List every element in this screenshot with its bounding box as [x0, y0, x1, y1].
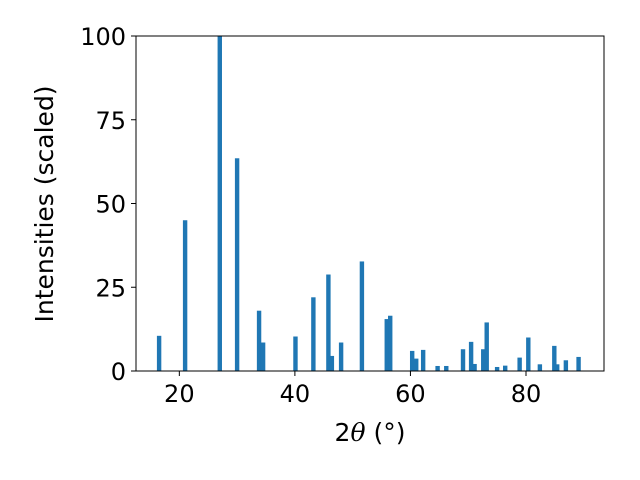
bar-12 — [384, 319, 389, 371]
bar-15 — [414, 358, 419, 371]
x-axis-ticks: 20 40 60 80 — [164, 371, 541, 408]
bar-9 — [329, 355, 335, 371]
x-axis-label-symbol: θ — [350, 418, 365, 447]
y-axis-ticks: 0 25 50 75 100 — [80, 23, 136, 386]
x-tick-label-3: 80 — [511, 380, 542, 408]
bar-26 — [517, 357, 522, 371]
bar-11 — [359, 261, 365, 371]
bar-5 — [260, 342, 266, 371]
x-axis-label-prefix: 2 — [335, 418, 351, 447]
bar-13 — [388, 315, 393, 371]
bar-31 — [563, 360, 569, 371]
bar-24 — [494, 366, 500, 371]
x-axis-label: 2θ (°) — [335, 418, 406, 447]
bar-8 — [326, 274, 331, 371]
bar-3 — [234, 158, 240, 371]
bar-30 — [555, 364, 560, 371]
bar-4 — [256, 310, 262, 371]
bar-6 — [293, 336, 298, 371]
bar-23 — [484, 322, 489, 371]
bar-25 — [503, 365, 508, 371]
bar-19 — [460, 349, 466, 371]
bar-2 — [217, 36, 222, 371]
bar-29 — [552, 345, 557, 372]
bar-17 — [435, 365, 440, 371]
x-tick-label-2: 60 — [395, 380, 426, 408]
y-axis-label: Intensities (scaled) — [30, 85, 59, 322]
bar-27 — [526, 337, 531, 371]
y-tick-label-3: 75 — [95, 107, 126, 135]
bar-28 — [537, 364, 543, 371]
bar-22 — [481, 349, 486, 371]
bar-10 — [338, 342, 344, 371]
x-tick-label-1: 40 — [280, 380, 311, 408]
bar-18 — [444, 365, 449, 371]
x-tick-label-0: 20 — [164, 380, 195, 408]
bar-20 — [468, 341, 474, 371]
bars-group — [156, 36, 581, 372]
bar-7 — [311, 297, 316, 371]
bar-32 — [576, 356, 581, 371]
bar-21 — [472, 363, 477, 371]
y-tick-label-4: 100 — [80, 23, 126, 51]
bar-16 — [420, 349, 426, 371]
y-tick-label-1: 25 — [95, 274, 126, 302]
bar-14 — [409, 350, 415, 371]
y-tick-label-2: 50 — [95, 191, 126, 219]
bar-0 — [156, 335, 162, 371]
x-axis-label-suffix: (°) — [366, 418, 406, 447]
bar-1 — [182, 220, 188, 371]
y-tick-label-0: 0 — [111, 358, 126, 386]
